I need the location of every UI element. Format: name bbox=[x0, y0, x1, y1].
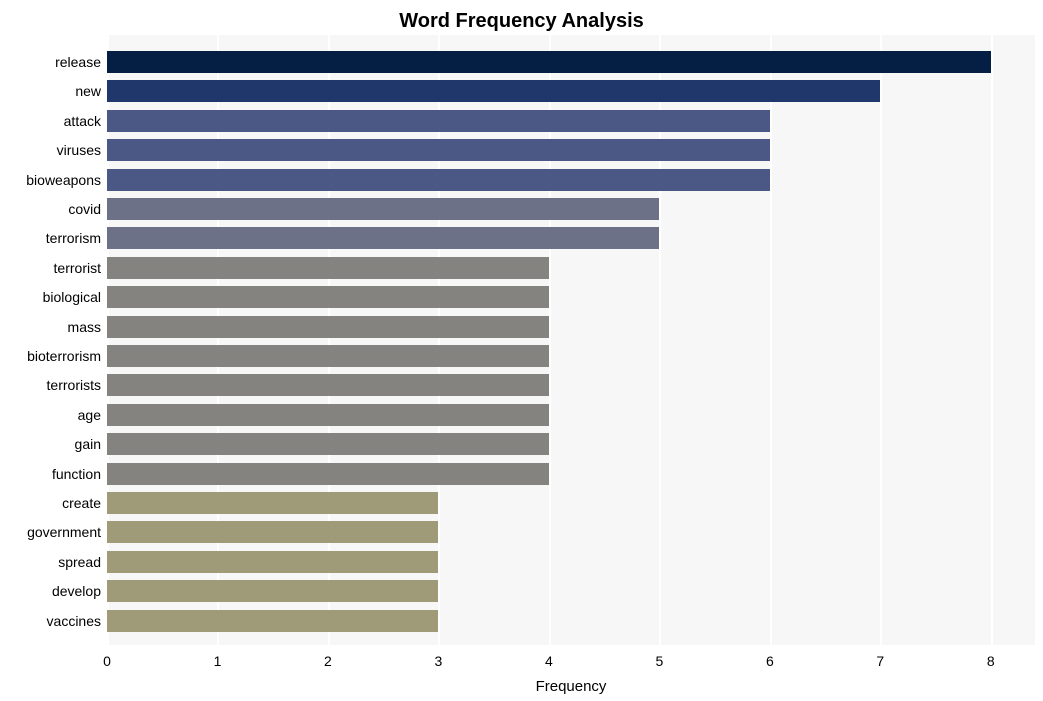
bar bbox=[107, 463, 549, 485]
bar bbox=[107, 316, 549, 338]
gridline bbox=[991, 35, 993, 645]
bar bbox=[107, 492, 438, 514]
y-label: release bbox=[55, 54, 101, 70]
y-label: create bbox=[62, 495, 101, 511]
y-label: new bbox=[75, 83, 101, 99]
x-tick-label: 4 bbox=[545, 653, 553, 669]
plot-area bbox=[107, 35, 1035, 645]
y-label: bioterrorism bbox=[27, 348, 101, 364]
y-label: mass bbox=[68, 319, 101, 335]
y-label: spread bbox=[58, 554, 101, 570]
x-tick-label: 0 bbox=[103, 653, 111, 669]
bar bbox=[107, 433, 549, 455]
y-label: terrorists bbox=[47, 377, 101, 393]
chart-title: Word Frequency Analysis bbox=[0, 10, 1043, 33]
gridline bbox=[880, 35, 882, 645]
y-label: gain bbox=[75, 436, 101, 452]
bar bbox=[107, 257, 549, 279]
bar bbox=[107, 374, 549, 396]
x-tick-label: 1 bbox=[214, 653, 222, 669]
bar bbox=[107, 227, 659, 249]
bar bbox=[107, 521, 438, 543]
y-label: attack bbox=[64, 113, 101, 129]
bar bbox=[107, 286, 549, 308]
y-label: vaccines bbox=[47, 613, 101, 629]
bar bbox=[107, 51, 991, 73]
x-tick-label: 8 bbox=[987, 653, 995, 669]
bar bbox=[107, 169, 770, 191]
bar bbox=[107, 198, 659, 220]
y-label: biological bbox=[43, 289, 101, 305]
y-label: bioweapons bbox=[26, 172, 101, 188]
bar bbox=[107, 580, 438, 602]
x-tick-label: 2 bbox=[324, 653, 332, 669]
y-label: develop bbox=[52, 583, 101, 599]
y-label: covid bbox=[68, 201, 101, 217]
y-label: function bbox=[52, 466, 101, 482]
x-tick-label: 5 bbox=[655, 653, 663, 669]
bar bbox=[107, 139, 770, 161]
bar bbox=[107, 80, 880, 102]
y-label: terrorism bbox=[46, 230, 101, 246]
bar bbox=[107, 610, 438, 632]
gridline bbox=[770, 35, 772, 645]
y-label: age bbox=[78, 407, 101, 423]
bar bbox=[107, 110, 770, 132]
x-axis-label: Frequency bbox=[107, 678, 1035, 695]
x-tick-label: 6 bbox=[766, 653, 774, 669]
y-label: viruses bbox=[57, 142, 101, 158]
bar bbox=[107, 404, 549, 426]
y-label: government bbox=[27, 524, 101, 540]
x-tick-label: 3 bbox=[435, 653, 443, 669]
bar bbox=[107, 551, 438, 573]
x-tick-label: 7 bbox=[876, 653, 884, 669]
bar bbox=[107, 345, 549, 367]
y-label: terrorist bbox=[54, 260, 101, 276]
chart-container: Word Frequency Analysis Frequency 0 1 2 3 4 5… bbox=[0, 0, 1043, 701]
